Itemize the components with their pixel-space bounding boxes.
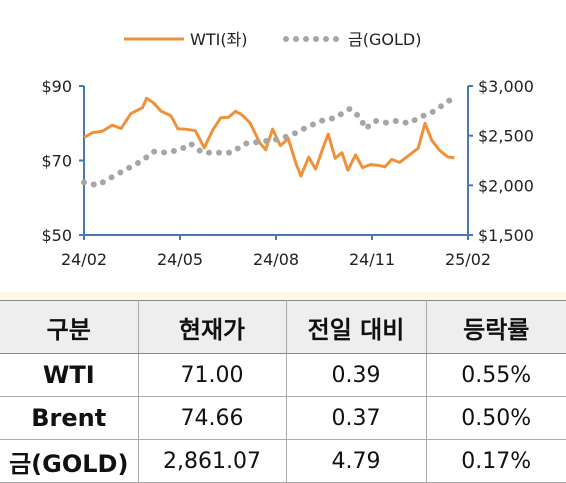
chart-panel: WTI(좌) 금(GOLD) $50 $70 $90 $1,500 $2,000 $2,50…	[0, 0, 566, 292]
change-cell: 0.39	[286, 353, 427, 397]
y-left-tick-label: $70	[41, 152, 72, 171]
series-line-1	[81, 96, 454, 189]
change-cell: 4.79	[286, 439, 427, 483]
row-label: 금(GOLD)	[0, 439, 139, 483]
price-table: 구분 현재가 전일 대비 등락률 WTI 71.00 0.39 0.55% Br…	[0, 300, 566, 483]
x-tick-label: 24/11	[349, 250, 395, 269]
table-row: WTI 71.00 0.39 0.55%	[0, 353, 566, 397]
line-chart: WTI(좌) 금(GOLD) $50 $70 $90 $1,500 $2,000 $2,50…	[41, 30, 534, 269]
price-cell: 71.00	[138, 353, 287, 397]
header-change: 전일 대비	[286, 300, 427, 354]
legend-label-wti: WTI(좌)	[190, 30, 248, 49]
price-table-panel: 구분 현재가 전일 대비 등락률 WTI 71.00 0.39 0.55% Br…	[0, 292, 566, 483]
table-row: Brent 74.66 0.37 0.50%	[0, 396, 566, 440]
y-right-tick-label: $2,500	[478, 127, 534, 146]
chart-axes: $50 $70 $90 $1,500 $2,000 $2,500 $3,000 24/02 24…	[41, 77, 534, 269]
y-right-tick-label: $2,000	[478, 176, 534, 195]
row-label: WTI	[0, 353, 139, 397]
y-right-tick-label: $3,000	[478, 77, 534, 96]
y-left-tick-label: $50	[41, 226, 72, 245]
header-rate: 등락률	[426, 300, 566, 354]
rate-cell: 0.55%	[426, 353, 566, 397]
x-tick-label: 25/02	[445, 250, 491, 269]
x-tick-label: 24/05	[157, 250, 203, 269]
y-right-tick-label: $1,500	[478, 226, 534, 245]
change-cell: 0.37	[286, 396, 427, 440]
y-left-tick-label: $90	[41, 77, 72, 96]
table-row: 금(GOLD) 2,861.07 4.79 0.17%	[0, 439, 566, 483]
price-cell: 74.66	[138, 396, 287, 440]
row-label: Brent	[0, 396, 139, 440]
legend: WTI(좌) 금(GOLD)	[124, 30, 421, 49]
legend-label-gold: 금(GOLD)	[348, 30, 421, 49]
header-category: 구분	[0, 300, 139, 354]
rate-cell: 0.17%	[426, 439, 566, 483]
rate-cell: 0.50%	[426, 396, 566, 440]
table-header-row: 구분 현재가 전일 대비 등락률	[0, 300, 566, 354]
x-tick-label: 24/08	[253, 250, 299, 269]
header-price: 현재가	[138, 300, 287, 354]
x-tick-label: 24/02	[61, 250, 107, 269]
series-layer	[81, 96, 455, 189]
price-cell: 2,861.07	[138, 439, 287, 483]
series-line-0	[83, 96, 455, 178]
